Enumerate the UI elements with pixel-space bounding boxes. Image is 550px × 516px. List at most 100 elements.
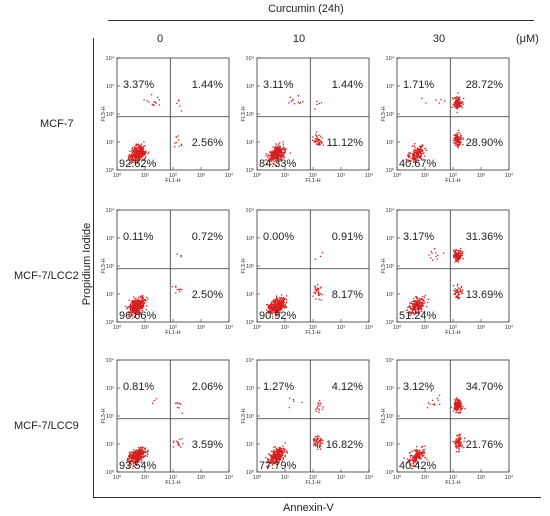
scatter-point [273, 301, 275, 303]
scatter-point [142, 147, 144, 149]
scatter-point [129, 155, 131, 157]
scatter-point [132, 312, 134, 314]
scatter-point [415, 152, 417, 154]
scatter-point [134, 304, 136, 307]
scatter-point [281, 454, 283, 456]
scatter-point [459, 105, 461, 108]
scatter-point [137, 309, 139, 311]
scatter-point [144, 157, 147, 159]
scatter-point [134, 309, 137, 311]
scatter-point [136, 302, 138, 304]
scatter-point [141, 302, 143, 304]
scatter-point [140, 149, 143, 151]
scatter-point [140, 456, 143, 459]
scatter-point [456, 140, 459, 142]
scatter-point [139, 311, 141, 313]
scatter-point [133, 455, 135, 458]
scatter-point [279, 146, 281, 148]
scatter-point [415, 450, 417, 453]
scatter-point [315, 408, 317, 410]
scatter-point [133, 303, 135, 306]
scatter-point [321, 294, 323, 296]
scatter-point [282, 300, 285, 302]
scatter-point [412, 157, 414, 159]
scatter-point [415, 154, 417, 156]
scatter-point [282, 306, 284, 309]
x-tick-label: 10³ [197, 325, 205, 331]
scatter-point [136, 451, 139, 453]
scatter-point [133, 309, 135, 311]
scatter-point [130, 457, 132, 460]
scatter-point [140, 295, 142, 297]
scatter-point [282, 146, 285, 148]
scatter-point [274, 446, 276, 448]
scatter-point [457, 254, 460, 256]
scatter-point [133, 155, 135, 157]
scatter-point [418, 151, 420, 153]
scatter-point [280, 307, 282, 309]
scatter-point [272, 156, 274, 158]
scatter-point [454, 254, 456, 256]
scatter-point [457, 250, 459, 252]
scatter-point [136, 156, 138, 158]
scatter-point [417, 152, 419, 154]
scatter-point [462, 405, 464, 408]
scatter-point [266, 309, 268, 311]
scatter-point [457, 408, 460, 411]
quadrant-label-lower-left: 40.42% [399, 460, 437, 472]
scatter-point [269, 307, 271, 309]
scatter-point [421, 305, 423, 307]
scatter-point [316, 140, 318, 143]
scatter-point [277, 152, 279, 154]
scatter-point [414, 313, 416, 315]
panel-x-label: FL1-H [445, 178, 460, 184]
scatter-point [277, 306, 279, 308]
scatter-point [453, 257, 455, 259]
scatter-point [462, 258, 464, 260]
scatter-point [455, 404, 457, 406]
scatter-point [276, 148, 279, 150]
scatter-point [130, 313, 132, 315]
scatter-point [274, 307, 276, 309]
scatter-point [283, 149, 285, 151]
scatter-point [420, 457, 422, 459]
quadrant-label-lower-left: 90.92% [259, 310, 297, 322]
scatter-point [408, 156, 410, 158]
scatter-point [270, 152, 272, 154]
scatter-point [133, 465, 135, 467]
scatter-point [415, 153, 418, 156]
scatter-point [419, 450, 421, 452]
scatter-point [278, 455, 281, 457]
scatter-point [277, 454, 279, 457]
scatter-point [273, 305, 275, 307]
scatter-point [421, 455, 423, 457]
scatter-point [409, 305, 411, 307]
scatter-point [453, 408, 455, 410]
scatter-point [134, 309, 137, 311]
scatter-point [420, 155, 422, 157]
scatter-point [413, 456, 415, 458]
scatter-point [277, 156, 279, 158]
scatter-point [455, 256, 457, 258]
scatter-point [132, 451, 134, 453]
scatter-points [405, 247, 464, 317]
scatter-point [130, 455, 132, 458]
scatter-point [135, 152, 138, 154]
scatter-point [457, 139, 459, 141]
scatter-point [281, 151, 283, 154]
scatter-point [145, 300, 147, 302]
scatter-point [283, 147, 285, 149]
scatter-point [280, 453, 283, 456]
scatter-point [277, 306, 279, 308]
scatter-point [141, 306, 144, 308]
scatter-point [136, 461, 138, 463]
scatter-point [456, 141, 458, 143]
scatter-point [274, 158, 277, 160]
scatter-point [137, 452, 139, 454]
scatter-point [278, 302, 280, 304]
scatter-point [314, 291, 316, 293]
scatter-point [282, 156, 284, 158]
scatter-point [459, 412, 462, 414]
scatter-point [460, 286, 463, 288]
scatter-point [456, 408, 458, 410]
